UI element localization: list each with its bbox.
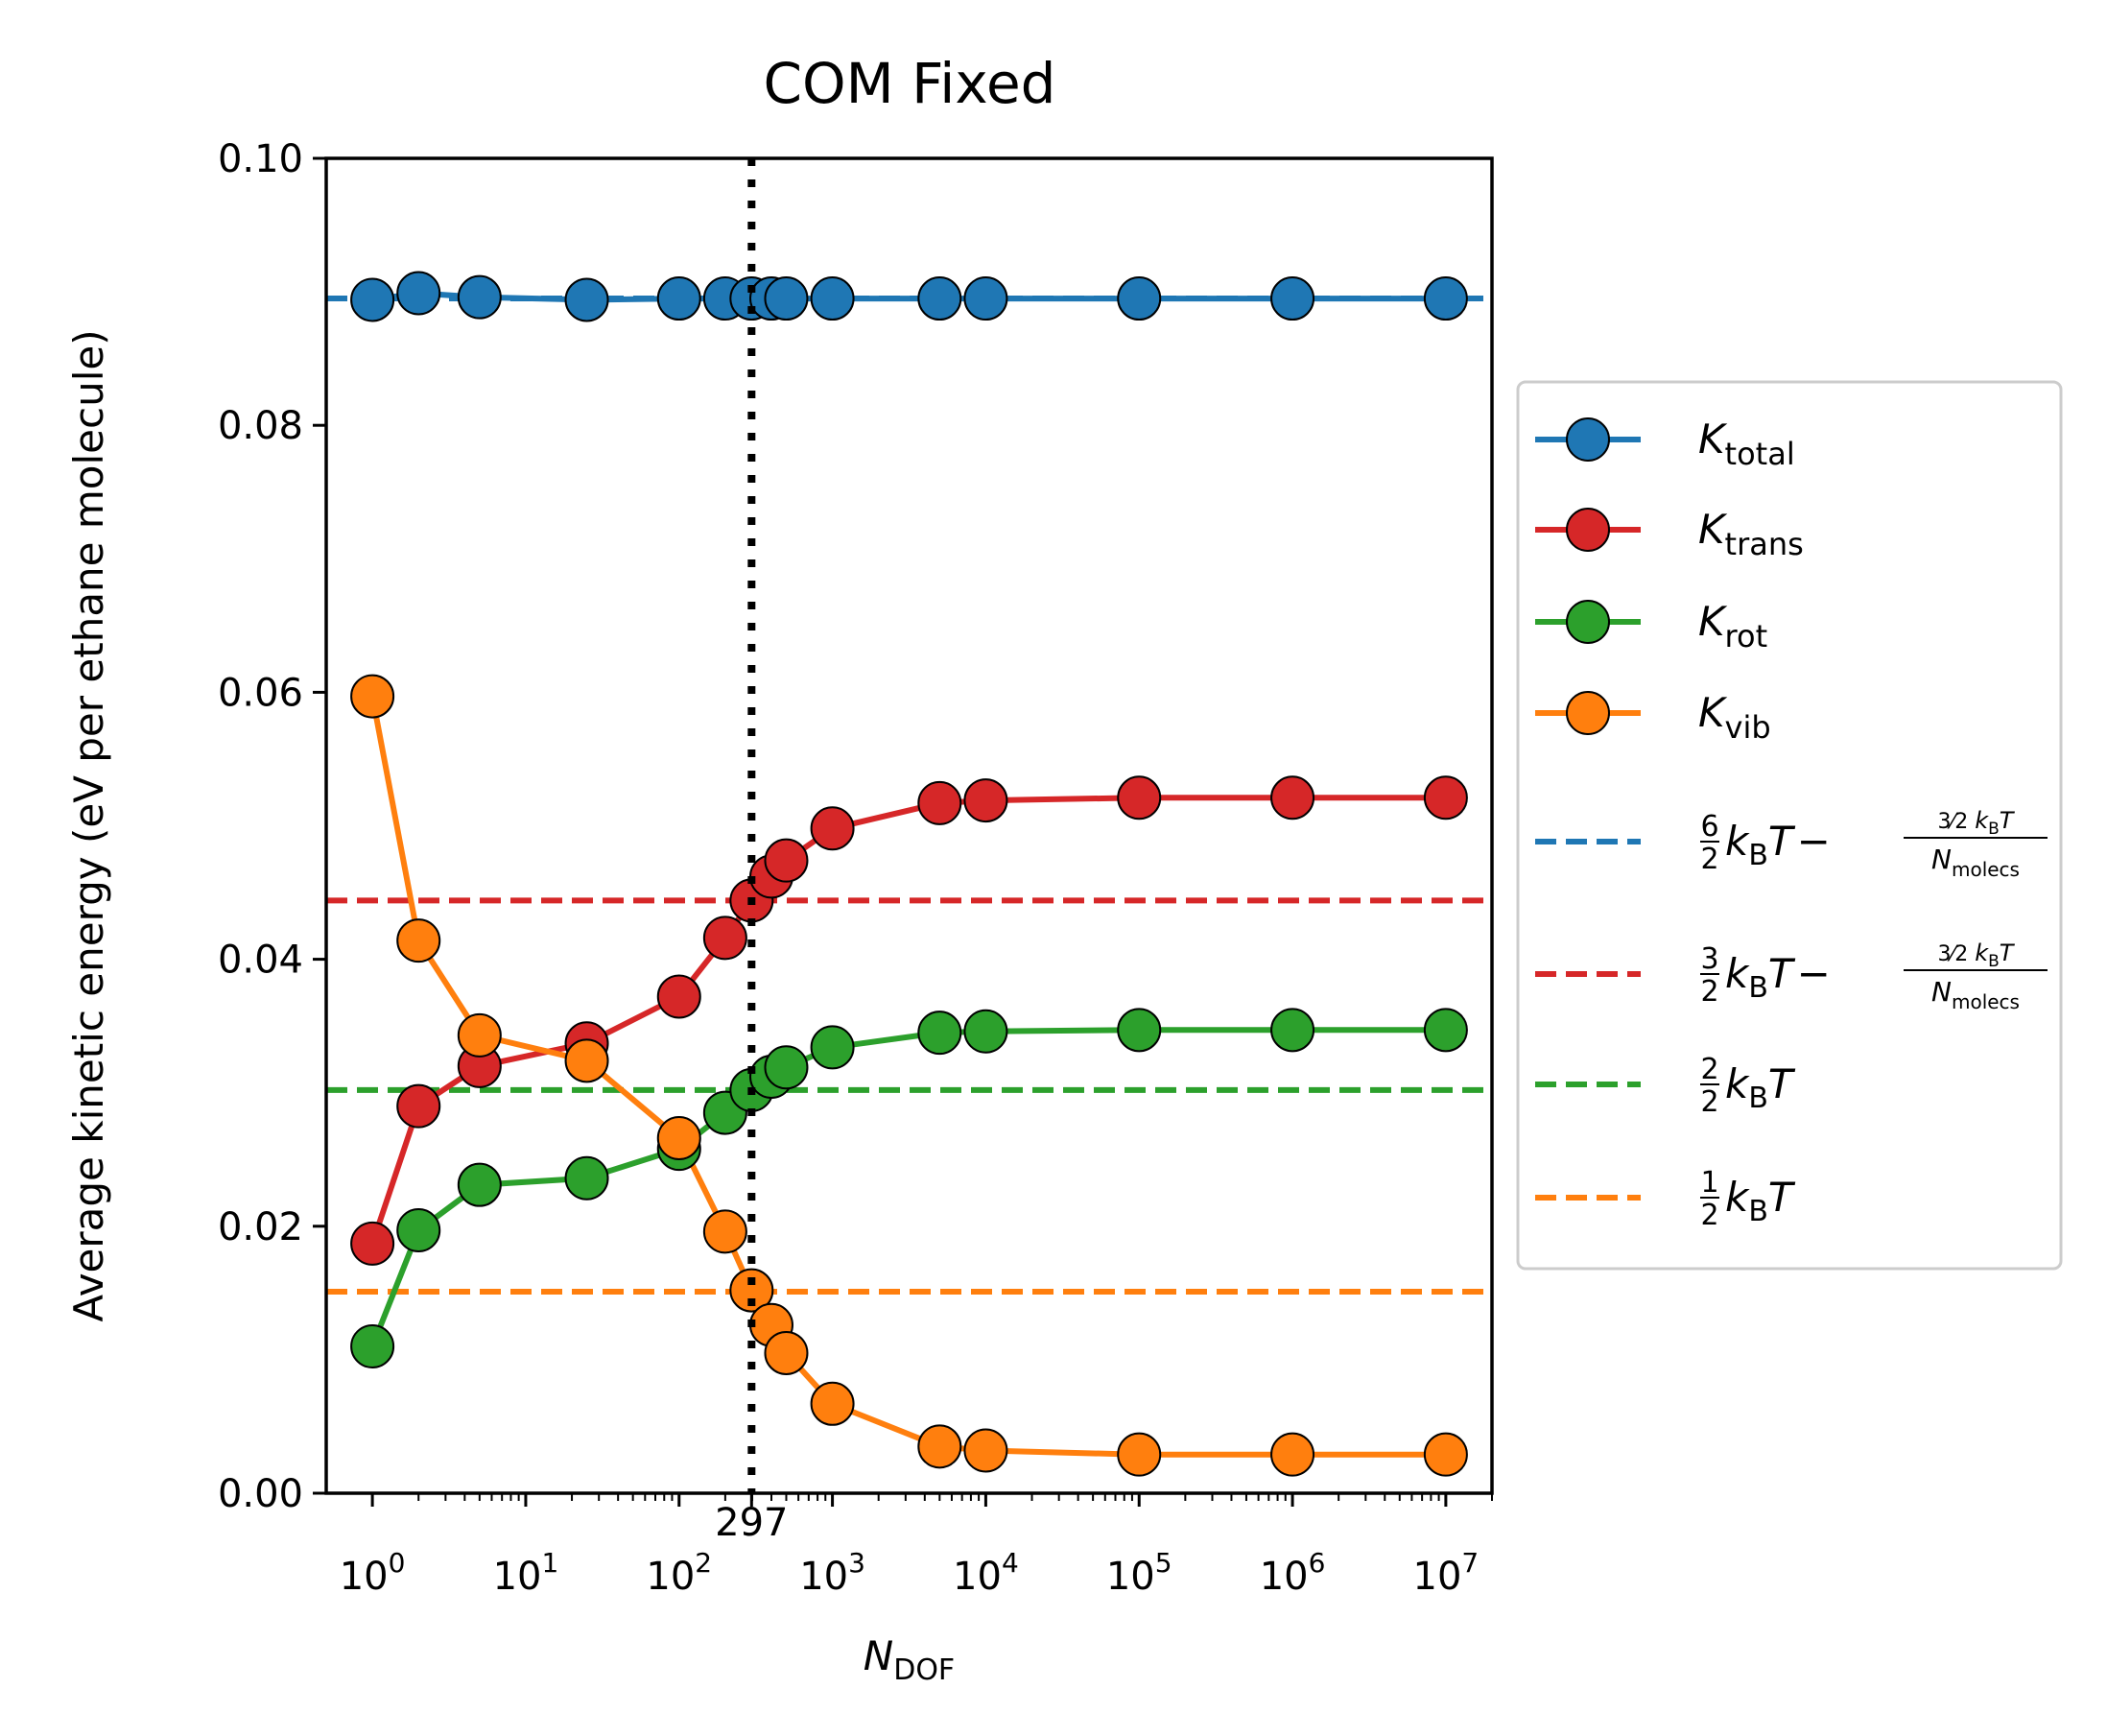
data-point-trans-0 [350,1221,395,1266]
legend-frac-den-6: 2 [1700,1085,1718,1119]
legend-marker-vib [1566,691,1610,735]
data-point-total-0 [350,277,395,322]
axes: 0.00 0.02 0.04 0.06 0.08 0.10 100 101 102 103 104 1… [65,137,1494,1687]
y-tick-label-3: 0.06 [218,671,303,715]
data-point-vib-5 [702,1209,747,1254]
legend-term-6: kBT [1725,1060,1796,1115]
x-tick-label-6: 106 [1260,1547,1326,1599]
data-point-rot-0 [350,1323,395,1368]
legend-frac-den-5: 2 [1700,975,1718,1009]
legend-label-rot: Krot [1698,598,1767,654]
y-axis-label: Average kinetic energy (eV per ethane mo… [65,329,112,1321]
legend-subfrac-den-5: Nmolecs [1931,976,2020,1013]
data-point-rot-11 [963,1009,1008,1054]
data-point-total-1 [396,271,441,316]
data-point-rot-8 [764,1045,809,1090]
x-axis-label: NDOF [864,1632,955,1687]
data-point-vib-10 [917,1424,962,1469]
data-point-rot-1 [396,1207,441,1252]
y-tick-label-4: 0.08 [218,404,303,448]
legend-term-5: kBT− [1725,950,1831,1005]
data-point-total-13 [1270,276,1315,321]
data-point-vib-9 [810,1381,855,1426]
legend-frac-num-4: 6 [1700,810,1718,844]
data-point-vib-2 [457,1012,502,1058]
data-point-trans-14 [1423,775,1468,820]
legend-label-trans: Ktrans [1698,506,1804,562]
legend-term-7: kBT [1725,1174,1796,1228]
data-point-total-2 [457,274,502,320]
legend-frac-den-4: 2 [1700,843,1718,876]
data-point-trans-11 [963,778,1008,823]
data-point-total-12 [1117,276,1162,321]
data-point-total-14 [1423,276,1468,321]
data-point-vib-8 [764,1330,809,1375]
data-point-vib-1 [396,918,441,963]
x-tick-label-7: 107 [1413,1547,1480,1599]
data-point-total-9 [810,276,855,321]
y-tick-label-2: 0.04 [218,939,303,983]
legend-box [1516,380,2063,1271]
data-point-total-11 [963,276,1008,321]
x-tick-label-2: 102 [646,1547,712,1599]
legend-marker-trans [1566,508,1610,552]
legend-frac-num-6: 2 [1700,1053,1718,1086]
data-point-vib-4 [656,1115,701,1160]
y-tick-label-5: 0.10 [218,137,303,181]
legend-frac-den-7: 2 [1700,1199,1718,1232]
vline-label: 297 [715,1501,788,1545]
data-point-total-3 [564,277,609,322]
legend-term-4: kBT− [1725,818,1831,872]
data-point-vib-14 [1423,1432,1468,1477]
data-point-rot-2 [457,1162,502,1207]
legend-label-total: Ktotal [1698,416,1795,472]
legend-label-vib: Kvib [1698,689,1771,746]
plot-area [326,158,1492,1493]
data-point-total-10 [917,276,962,321]
y-tick-label-1: 0.02 [218,1205,303,1249]
x-tick-label-0: 100 [340,1547,406,1599]
data-point-trans-13 [1270,775,1315,820]
data-point-rot-10 [917,1011,962,1056]
legend-marker-rot [1566,600,1610,644]
chart-title: COM Fixed [764,51,1056,116]
axes-frame [324,156,1494,1495]
data-point-vib-3 [564,1038,609,1083]
legend-subfrac-num-5: 3⁄2 kBT [1938,939,2016,971]
legend-frac-num-5: 3 [1700,942,1718,976]
legend-subfrac-num-4: 3⁄2 kBT [1938,807,2016,839]
data-point-vib-13 [1270,1432,1315,1477]
data-point-total-8 [764,276,809,321]
data-point-trans-10 [917,780,962,825]
data-point-vib-0 [350,674,395,719]
legend-subfrac-den-4: Nmolecs [1931,844,2020,881]
legend-frac-num-7: 1 [1700,1166,1718,1200]
x-tick-label-4: 104 [953,1547,1019,1599]
legend-marker-total [1566,417,1610,462]
data-point-rot-14 [1423,1008,1468,1053]
x-tick-label-1: 101 [493,1547,559,1599]
data-point-trans-12 [1117,775,1162,820]
data-point-rot-13 [1270,1008,1315,1053]
x-tick-label-5: 105 [1106,1547,1172,1599]
data-point-vib-11 [963,1428,1008,1473]
data-point-trans-9 [810,806,855,851]
data-point-rot-3 [564,1155,609,1201]
data-point-total-4 [656,276,701,321]
x-tick-label-3: 103 [799,1547,865,1599]
data-point-rot-12 [1117,1008,1162,1053]
data-point-trans-8 [764,838,809,883]
data-point-vib-6 [729,1268,774,1313]
y-tick-label-0: 0.00 [218,1472,303,1516]
data-point-vib-12 [1117,1432,1162,1477]
data-point-trans-1 [396,1083,441,1129]
data-point-trans-5 [702,916,747,961]
data-point-trans-4 [656,974,701,1019]
data-point-rot-9 [810,1025,855,1070]
